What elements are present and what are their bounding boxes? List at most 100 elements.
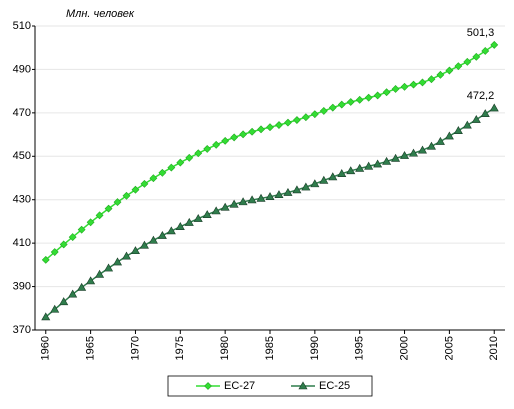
data-point xyxy=(193,214,203,222)
data-point xyxy=(239,130,248,139)
data-point xyxy=(41,255,50,264)
data-point xyxy=(355,163,365,172)
legend-box xyxy=(167,375,373,397)
data-point xyxy=(346,98,355,106)
data-point xyxy=(328,172,338,181)
data-point xyxy=(184,217,194,226)
x-tick-label: 1985 xyxy=(264,336,276,360)
data-point xyxy=(364,93,373,102)
y-tick-label: 390 xyxy=(13,280,31,292)
data-point xyxy=(194,149,203,158)
y-tick-label: 490 xyxy=(13,63,31,75)
data-point xyxy=(86,218,95,227)
data-label: 501,3 xyxy=(467,27,495,39)
data-point xyxy=(176,158,185,167)
data-point xyxy=(95,211,104,220)
data-point xyxy=(230,133,239,142)
data-point xyxy=(140,179,149,188)
data-point xyxy=(266,123,274,132)
data-point xyxy=(185,153,194,162)
data-point xyxy=(373,91,382,100)
data-point xyxy=(426,141,436,150)
data-point xyxy=(113,198,122,207)
chart-title: Млн. человек xyxy=(66,8,135,20)
data-point xyxy=(337,169,347,177)
data-point xyxy=(211,206,221,215)
data-point xyxy=(95,269,105,278)
data-point xyxy=(247,195,257,204)
y-tick-label: 470 xyxy=(13,107,31,119)
x-tick-label: 1980 xyxy=(219,336,231,360)
data-point xyxy=(202,210,212,218)
data-point xyxy=(301,113,310,122)
data-point xyxy=(148,235,158,244)
data-point xyxy=(364,161,374,170)
x-tick-label: 1970 xyxy=(129,336,141,360)
data-point xyxy=(77,225,86,234)
data-point xyxy=(453,126,463,134)
data-point xyxy=(319,106,328,115)
data-point xyxy=(220,202,230,211)
x-tick-label: 1995 xyxy=(354,336,366,360)
data-point xyxy=(436,70,445,79)
data-point xyxy=(157,230,167,239)
data-point xyxy=(355,95,364,104)
data-point xyxy=(445,66,454,75)
data-point xyxy=(328,103,337,112)
data-point xyxy=(418,78,427,87)
x-tick-label: 1965 xyxy=(85,336,97,360)
data-point xyxy=(265,192,275,200)
data-point xyxy=(113,257,123,266)
data-point xyxy=(130,246,140,255)
y-tick-label: 430 xyxy=(13,194,31,206)
data-point xyxy=(77,282,87,291)
data-point xyxy=(139,240,149,249)
data-point xyxy=(166,226,176,235)
data-label: 472,2 xyxy=(467,90,495,102)
data-point xyxy=(444,131,454,140)
data-point xyxy=(382,156,392,165)
data-point xyxy=(409,80,418,89)
data-point xyxy=(104,263,114,272)
x-tick-label: 1975 xyxy=(174,336,186,360)
legend-label: ЕС-27 xyxy=(224,380,255,392)
data-point xyxy=(337,100,346,109)
x-tick-label: 2010 xyxy=(488,336,500,360)
data-point xyxy=(391,85,400,93)
data-point xyxy=(86,276,96,285)
data-point xyxy=(41,312,51,321)
data-point xyxy=(310,179,320,188)
x-tick-label: 2000 xyxy=(398,336,410,360)
data-point xyxy=(122,191,131,200)
data-point xyxy=(212,140,221,149)
y-tick-label: 410 xyxy=(13,237,31,249)
data-point xyxy=(463,57,472,66)
data-point xyxy=(346,166,356,175)
legend-marker xyxy=(204,382,212,390)
data-point xyxy=(68,289,78,298)
data-point xyxy=(400,151,410,159)
data-point xyxy=(203,144,212,153)
data-point xyxy=(382,88,391,97)
data-point xyxy=(158,168,167,177)
data-point xyxy=(274,190,284,199)
data-point xyxy=(238,197,248,206)
y-tick-label: 370 xyxy=(13,324,31,336)
data-point xyxy=(481,47,490,55)
data-point xyxy=(454,62,463,71)
data-point xyxy=(408,148,419,157)
data-point xyxy=(284,118,292,127)
data-point xyxy=(489,103,499,112)
data-point xyxy=(229,199,239,208)
data-point xyxy=(292,185,302,194)
data-point xyxy=(462,120,472,129)
data-point xyxy=(435,136,445,145)
data-point xyxy=(59,240,68,249)
data-point xyxy=(167,163,176,172)
data-point xyxy=(373,159,383,168)
data-point xyxy=(472,52,481,61)
series-line xyxy=(45,107,495,318)
y-tick-label: 450 xyxy=(13,150,31,162)
data-point xyxy=(391,153,401,162)
